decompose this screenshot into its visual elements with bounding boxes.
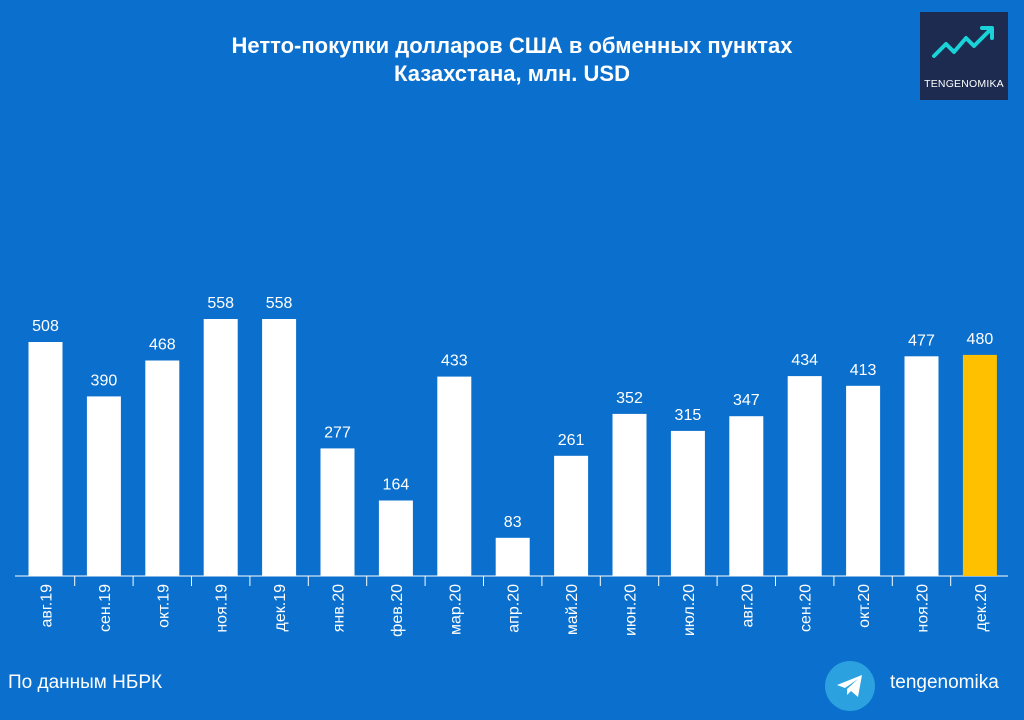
tengenomika-logo: TENGENOMIKA [920, 12, 1008, 100]
x-tick-label-авг.20: авг.20 [739, 584, 756, 628]
data-label-сен.20: 434 [791, 352, 818, 369]
data-label-мар.20: 433 [441, 353, 468, 370]
data-label-апр.20: 83 [504, 514, 522, 531]
x-tick-label-июн.20: июн.20 [623, 584, 640, 636]
data-label-ноя.20: 477 [908, 332, 935, 349]
data-label-сен.19: 390 [91, 372, 118, 389]
bar-авг.20 [729, 416, 764, 576]
bar-фев.20 [378, 500, 413, 576]
logo-text: TENGENOMIKA [924, 78, 1004, 90]
data-label-янв.20: 277 [324, 424, 351, 441]
chart-title: Нетто-покупки долларов США в обменных пу… [0, 32, 1024, 88]
data-label-май.20: 261 [558, 432, 585, 449]
trend-up-icon [932, 26, 994, 58]
bar-окт.20 [846, 385, 881, 576]
data-label-фев.20: 164 [383, 477, 410, 494]
data-label-окт.20: 413 [850, 362, 877, 379]
data-label-дек.19: 558 [266, 295, 293, 312]
data-label-окт.19: 468 [149, 337, 176, 354]
x-tick-label-сен.19: сен.19 [97, 584, 114, 632]
bar-сен.19 [86, 396, 121, 576]
bar-май.20 [554, 455, 589, 576]
bar-июн.20 [612, 413, 647, 576]
x-tick-label-дек.19: дек.19 [272, 584, 289, 632]
x-tick-label-дек.20: дек.20 [973, 584, 990, 632]
bar-дек.19 [262, 319, 297, 576]
x-tick-label-апр.20: апр.20 [506, 584, 523, 633]
x-tick-label-ноя.20: ноя.20 [915, 584, 932, 633]
telegram-icon[interactable] [825, 661, 875, 711]
x-tick-label-авг.19: авг.19 [39, 584, 56, 628]
data-label-авг.20: 347 [733, 392, 760, 409]
x-tick-label-мар.20: мар.20 [447, 584, 464, 635]
bar-сен.20 [787, 376, 822, 576]
bar-апр.20 [495, 537, 530, 576]
bar-янв.20 [320, 448, 355, 576]
x-tick-label-июл.20: июл.20 [681, 584, 698, 636]
data-label-июн.20: 352 [616, 390, 643, 407]
source-note: По данным НБРК [8, 672, 163, 693]
bar-дек.20 [962, 354, 997, 576]
bar-окт.19 [145, 360, 180, 576]
chart-title-line-1: Нетто-покупки долларов США в обменных пу… [231, 33, 793, 58]
data-label-июл.20: 315 [675, 407, 702, 424]
bar-ноя.19 [203, 319, 238, 576]
bar-авг.19 [28, 342, 63, 576]
x-tick-label-ноя.19: ноя.19 [214, 584, 231, 633]
x-tick-label-май.20: май.20 [564, 584, 581, 635]
bar-мар.20 [437, 376, 472, 576]
x-tick-label-сен.20: сен.20 [798, 584, 815, 632]
x-tick-label-фев.20: фев.20 [389, 584, 406, 637]
x-tick-label-окт.19: окт.19 [155, 584, 172, 628]
data-label-дек.20: 480 [967, 331, 994, 348]
telegram-handle[interactable]: tengenomika [890, 672, 999, 693]
data-label-авг.19: 508 [32, 318, 59, 335]
data-label-ноя.19: 558 [207, 295, 234, 312]
chart-title-line-2: Казахстана, млн. USD [394, 61, 630, 86]
x-tick-label-окт.20: окт.20 [856, 584, 873, 628]
x-tick-label-янв.20: янв.20 [331, 584, 348, 632]
bar-ноя.20 [904, 356, 939, 576]
bar-июл.20 [670, 430, 705, 576]
